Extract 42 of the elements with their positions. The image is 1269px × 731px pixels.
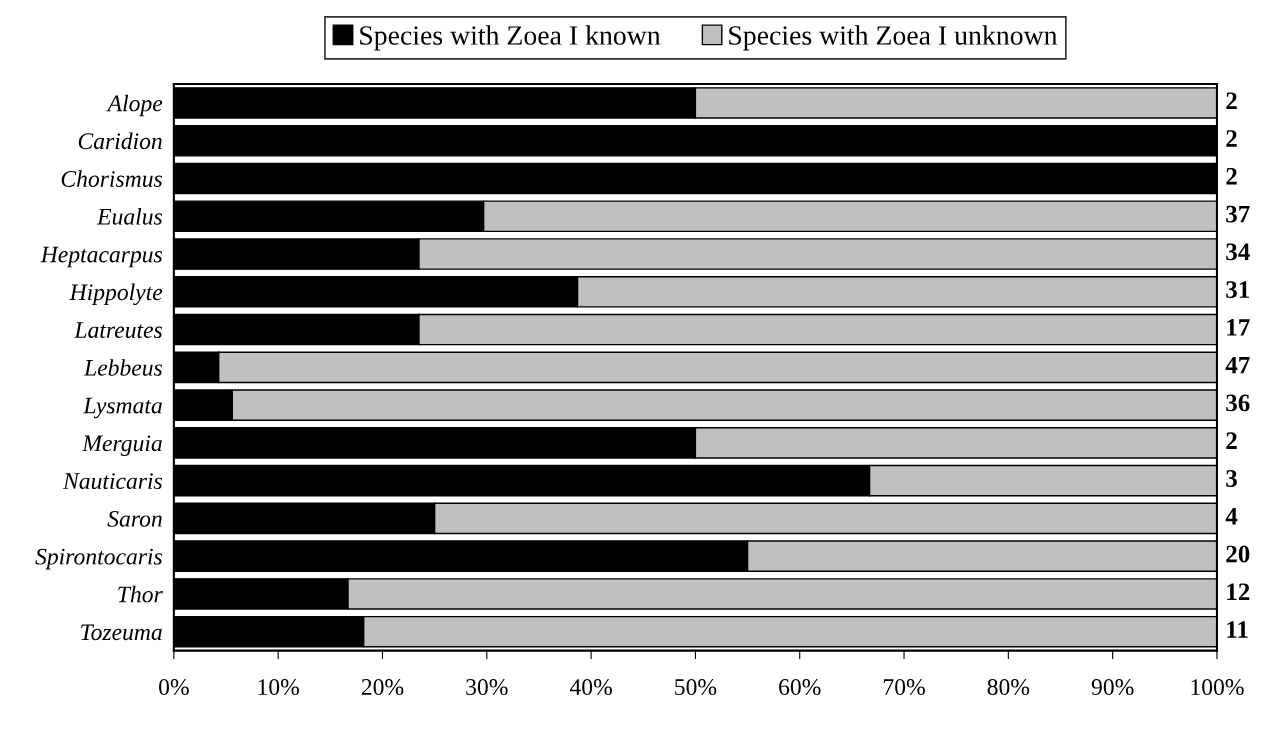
y-tick-label: Lysmata xyxy=(83,397,162,419)
y-tick-label: Lebbeus xyxy=(83,359,163,376)
text: 2 xyxy=(1226,167,1237,185)
y-tick-label: Caridion xyxy=(78,132,162,150)
text: 12 xyxy=(1227,583,1250,600)
text: 47 xyxy=(1225,356,1250,374)
text: 2 xyxy=(1226,130,1237,147)
x-tick-label: 70% xyxy=(883,679,925,696)
y-tick-label: Thor xyxy=(118,585,163,603)
y-tick-label: Latreutes xyxy=(74,322,163,339)
legend-label: Species with Zoea I known xyxy=(360,25,661,51)
x-tick-label: 20% xyxy=(361,679,404,696)
y-tick-label: Tozeuma xyxy=(81,624,162,641)
text: 2 xyxy=(1226,92,1237,109)
y-tick-label: Spirontocaris xyxy=(35,548,163,570)
x-tick-label: 10% xyxy=(258,679,299,696)
text: 37 xyxy=(1226,205,1250,223)
x-tick-label: 90% xyxy=(1091,679,1134,696)
text: 2 xyxy=(1226,432,1237,449)
text: 31 xyxy=(1226,281,1250,299)
x-tick-label: 80% xyxy=(987,679,1030,696)
text: 17 xyxy=(1227,319,1250,336)
y-tick-label: Merguia xyxy=(82,435,162,457)
x-tick-label: 0% xyxy=(159,679,189,696)
x-tick-label: 40% xyxy=(569,679,612,696)
y-tick-label: Alope xyxy=(106,94,163,117)
y-tick-label: Chorismus xyxy=(61,170,163,187)
x-tick-label: 50% xyxy=(675,679,717,696)
text: 20 xyxy=(1226,545,1250,563)
legend-label: Species with Zoea I unknown xyxy=(729,25,1058,51)
text: 36 xyxy=(1226,394,1250,412)
y-tick-label: Saron xyxy=(107,510,162,527)
y-tick-label: Nauticaris xyxy=(62,473,163,490)
x-tick-label: 60% xyxy=(779,679,821,696)
text: 11 xyxy=(1227,621,1248,638)
y-tick-label: Hippolyte xyxy=(69,283,163,306)
y-tick-label: Eualus xyxy=(96,208,163,225)
text: 34 xyxy=(1226,243,1250,261)
y-tick-label: Heptacarpus xyxy=(40,246,163,268)
x-tick-label: 30% xyxy=(466,679,508,696)
x-tick-label: 100% xyxy=(1191,679,1244,696)
text: 3 4 xyxy=(1225,470,1238,525)
